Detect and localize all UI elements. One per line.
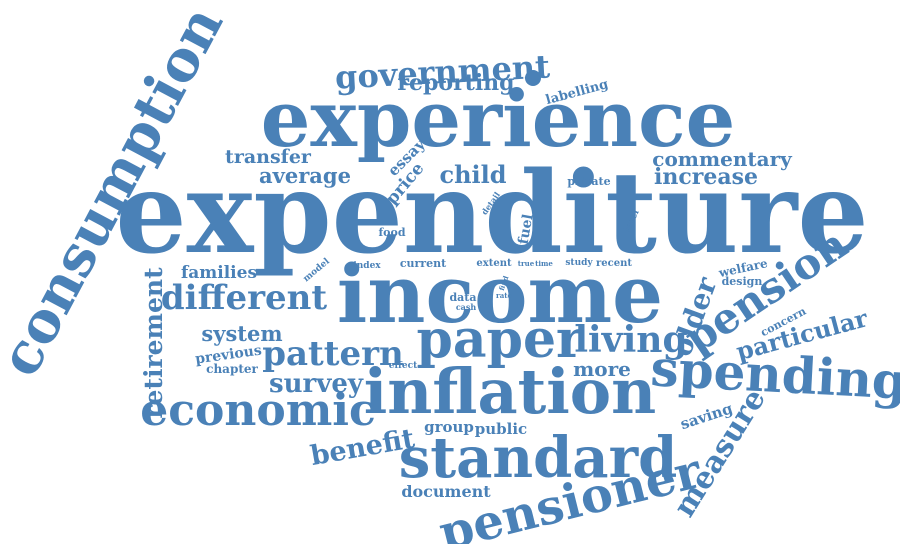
word-commentary: commentary [652, 147, 793, 171]
word-design: design [722, 275, 763, 288]
word-paper: paper [417, 309, 584, 370]
word-effect: effect [389, 361, 418, 371]
word-rate: rate [496, 291, 512, 300]
word-cash: cash [456, 302, 477, 312]
word-pattern: pattern [262, 334, 403, 374]
word-chapter: chapter [206, 362, 258, 376]
word-time: time [535, 259, 553, 268]
word-food: food [378, 226, 405, 239]
word-extent: extent [476, 258, 512, 269]
word-private: private [567, 175, 610, 188]
word-retirement: retirement [139, 267, 168, 419]
word-child: child [439, 160, 506, 189]
word-public: public [475, 420, 527, 438]
word-group: group [424, 418, 474, 436]
word-reporting: reporting [397, 70, 514, 96]
word-system: system [201, 321, 282, 346]
word-index: index [353, 261, 381, 271]
word-survey: survey [269, 369, 364, 399]
word-current: current [400, 257, 447, 270]
word-document: document [401, 482, 491, 501]
word-study: study [565, 258, 593, 268]
word-different: different [161, 278, 327, 318]
word-more: more [573, 357, 631, 381]
word-recent: recent [596, 258, 632, 269]
word-true: true [518, 259, 535, 268]
word-families: families [181, 263, 257, 283]
word-transfer: transfer [225, 146, 312, 168]
